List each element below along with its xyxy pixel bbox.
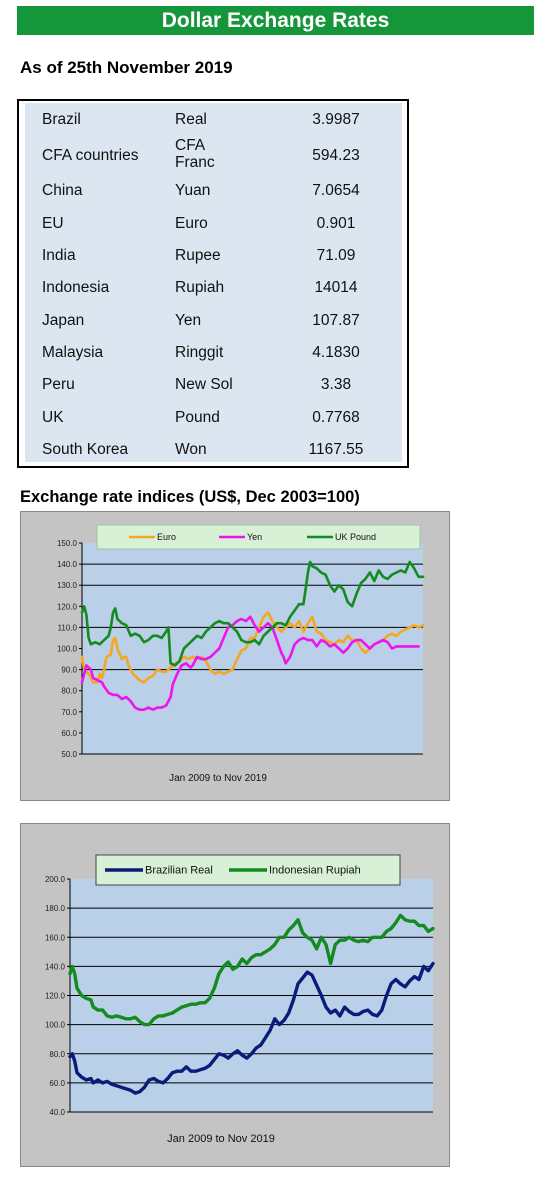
y-tick-label: 140.0 bbox=[57, 560, 78, 569]
legend-label-uk-pound: UK Pound bbox=[335, 532, 376, 542]
chart-real-rupiah-svg: 40.0 60.0 80.0 100.0 120.0 140.0 160.0 180.0 200… bbox=[45, 854, 435, 1145]
rate-value: 7.0654 bbox=[312, 182, 360, 199]
y-tick-label: 180.0 bbox=[45, 904, 66, 913]
y-tick-label: 120.0 bbox=[57, 602, 78, 611]
y-tick-label: 130.0 bbox=[57, 581, 78, 590]
rate-currency: Ringgit bbox=[175, 344, 224, 361]
rate-value: 0.901 bbox=[316, 215, 356, 232]
rate-currency: Won bbox=[175, 441, 207, 458]
rate-currency: Pound bbox=[175, 409, 220, 426]
legend bbox=[96, 524, 421, 550]
rate-value: 14014 bbox=[314, 279, 358, 296]
rate-country: Indonesia bbox=[42, 279, 110, 296]
series-line-yen bbox=[80, 615, 420, 711]
y-tick-label: 110.0 bbox=[58, 623, 78, 632]
exchange-rates-table-body: Brazil Real 3.9987 CFA countries CFA Franc 594… bbox=[25, 103, 402, 462]
rate-currency: Rupiah bbox=[175, 279, 225, 296]
chart-euro-yen-pound: 50.0 60.0 70.0 80.0 90.0 100.0 110.0 120.0 130.0… bbox=[20, 511, 450, 801]
page-title-banner: Dollar Exchange Rates bbox=[17, 6, 534, 35]
rate-value: 4.1830 bbox=[312, 344, 360, 361]
rate-country: Brazil bbox=[42, 111, 81, 128]
rate-country: UK bbox=[42, 409, 64, 426]
rate-country: Peru bbox=[42, 376, 75, 393]
y-tick-label: 160.0 bbox=[45, 933, 66, 942]
rate-country: Malaysia bbox=[42, 344, 104, 361]
legend-label-yen: Yen bbox=[247, 532, 262, 542]
rate-value: 107.87 bbox=[312, 312, 360, 329]
x-axis-label: Jan 2009 to Nov 2019 bbox=[169, 773, 267, 784]
y-tick-label: 150.0 bbox=[57, 539, 78, 548]
y-tick-label: 100.0 bbox=[45, 1021, 66, 1030]
rate-value: 0.7768 bbox=[312, 409, 360, 426]
series-line-uk-pound bbox=[80, 560, 425, 667]
rate-value: 594.23 bbox=[312, 147, 360, 164]
y-tick-label: 70.0 bbox=[61, 708, 77, 717]
rate-currency: Real bbox=[175, 111, 207, 128]
y-tick-label: 100.0 bbox=[57, 645, 78, 654]
rate-value: 3.9987 bbox=[312, 111, 360, 128]
legend-label-brazilian-real: Brazilian Real bbox=[145, 865, 213, 877]
rate-value: 1167.55 bbox=[308, 441, 364, 458]
indices-section-title: Exchange rate indices (US$, Dec 2003=100… bbox=[20, 488, 360, 506]
x-axis-label: Jan 2009 to Nov 2019 bbox=[167, 1133, 275, 1145]
rate-country: Japan bbox=[42, 312, 85, 329]
y-tick-label: 40.0 bbox=[49, 1108, 65, 1117]
rate-country: South Korea bbox=[42, 441, 129, 458]
rate-currency: New Sol bbox=[175, 376, 233, 393]
series-line-euro bbox=[80, 611, 425, 684]
rate-currency: Yen bbox=[175, 312, 202, 329]
rate-country: CFA countries bbox=[42, 147, 139, 164]
y-tick-label: 80.0 bbox=[49, 1050, 65, 1059]
y-tick-label: 140.0 bbox=[45, 962, 66, 971]
rate-currency: Euro bbox=[175, 215, 208, 232]
rate-currency: CFA Franc bbox=[175, 137, 215, 171]
exchange-rates-table: Brazil Real 3.9987 CFA countries CFA Franc 594… bbox=[17, 99, 409, 468]
y-tick-label: 60.0 bbox=[49, 1079, 65, 1088]
rate-currency: Rupee bbox=[175, 247, 221, 264]
rate-country: EU bbox=[42, 215, 64, 232]
chart-euro-yen-pound-svg: 50.0 60.0 70.0 80.0 90.0 100.0 110.0 120.0 130.0… bbox=[57, 524, 425, 784]
series-line-indonesian-rupiah bbox=[68, 913, 435, 1027]
legend-label-euro: Euro bbox=[157, 532, 176, 542]
y-tick-label: 50.0 bbox=[61, 750, 77, 759]
chart-real-rupiah: 40.0 60.0 80.0 100.0 120.0 140.0 160.0 180.0 200… bbox=[20, 823, 450, 1167]
y-tick-label: 120.0 bbox=[45, 992, 66, 1001]
rate-currency: Yuan bbox=[175, 182, 211, 199]
y-tick-label: 200.0 bbox=[45, 875, 66, 884]
as-of-date: As of 25th November 2019 bbox=[20, 58, 233, 77]
rate-value: 3.38 bbox=[320, 376, 352, 393]
y-tick-label: 90.0 bbox=[61, 666, 77, 675]
y-tick-label: 60.0 bbox=[61, 729, 77, 738]
y-tick-label: 80.0 bbox=[61, 687, 77, 696]
rate-country: China bbox=[42, 182, 83, 199]
rate-country: India bbox=[42, 247, 76, 264]
series-line-brazilian-real bbox=[68, 961, 435, 1095]
legend-label-indonesian-rupiah: Indonesian Rupiah bbox=[269, 865, 361, 877]
rate-value: 71.09 bbox=[316, 247, 356, 264]
